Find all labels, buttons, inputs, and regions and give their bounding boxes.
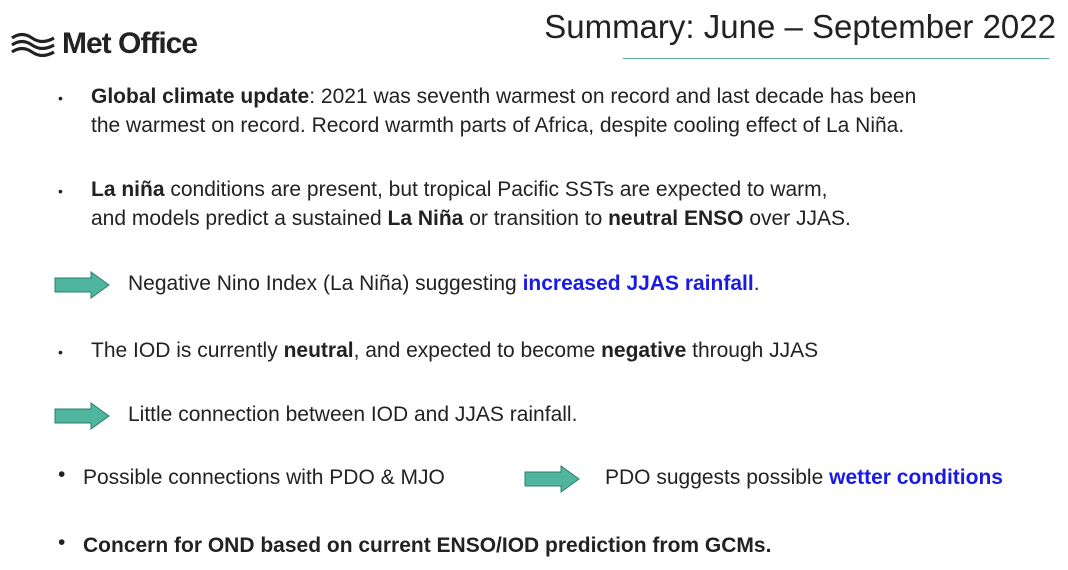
- bullet-dot: •: [58, 90, 63, 106]
- met-office-logo: Met Office: [10, 26, 198, 62]
- highlight-text: increased JJAS rainfall: [522, 272, 754, 295]
- bold-text: Global climate update: [91, 85, 310, 108]
- logo-text: Met Office: [62, 27, 198, 60]
- bullet-ond-concern: Concern for OND based on current ENSO/IO…: [83, 534, 772, 557]
- bullet-iod: The IOD is currently neutral, and expect…: [91, 339, 819, 362]
- title-underline: [623, 58, 1049, 59]
- page-title: Summary: June – September 2022: [544, 8, 1056, 45]
- bullet-global-climate-line1: Global climate update: 2021 was seventh …: [91, 85, 917, 108]
- bullet-pdo-mjo: Possible connections with PDO & MJO: [83, 466, 445, 489]
- arrow-iod-connection: Little connection between IOD and JJAS r…: [128, 403, 578, 426]
- bullet-dot: •: [58, 344, 63, 360]
- pdo-result: PDO suggests possible wetter conditions: [605, 466, 1003, 489]
- right-arrow-icon: [524, 465, 580, 493]
- right-arrow-icon: [54, 402, 110, 430]
- bullet-dot: •: [58, 463, 66, 486]
- waves-icon: [11, 32, 55, 58]
- arrow-nino-index: Negative Nino Index (La Niña) suggesting…: [128, 272, 760, 295]
- bullet-dot: •: [58, 531, 66, 554]
- highlight-text: wetter conditions: [829, 466, 1003, 489]
- bullet-dot: •: [58, 183, 63, 199]
- bullet-la-nina-line1: La niña conditions are present, but trop…: [91, 178, 828, 201]
- bullet-global-climate-line2: the warmest on record. Record warmth par…: [91, 114, 905, 137]
- right-arrow-icon: [54, 271, 110, 299]
- bullet-la-nina-line2: and models predict a sustained La Niña o…: [91, 207, 851, 230]
